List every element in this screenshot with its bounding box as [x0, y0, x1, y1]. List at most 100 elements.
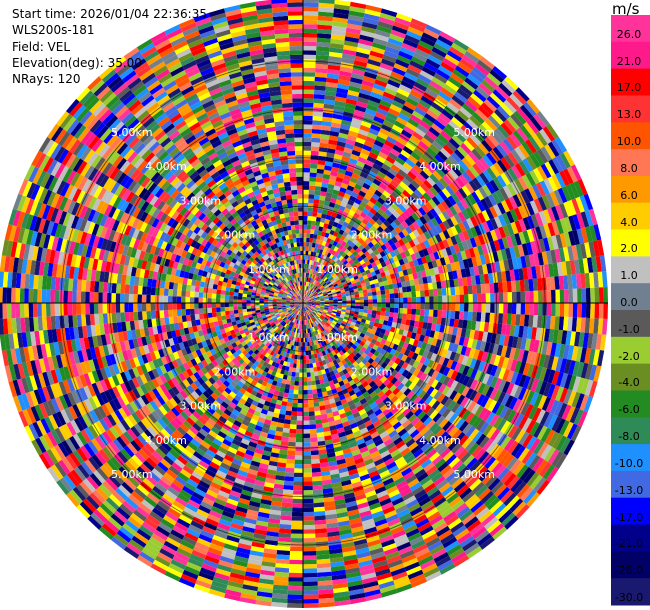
velocity-gate [477, 59, 493, 73]
velocity-gate [303, 511, 315, 517]
velocity-gate [351, 68, 365, 76]
velocity-gate [446, 287, 451, 296]
velocity-gate [338, 250, 345, 256]
velocity-gate [314, 76, 327, 82]
velocity-gate [429, 303, 434, 310]
velocity-gate [450, 295, 456, 303]
velocity-gate [529, 290, 534, 303]
velocity-gate [324, 251, 329, 257]
velocity-gate [326, 73, 340, 80]
velocity-gate [314, 225, 320, 231]
velocity-gate [303, 45, 317, 51]
velocity-gate [340, 215, 347, 222]
velocity-gate [454, 149, 465, 161]
velocity-gate [350, 216, 358, 223]
velocity-gate [390, 148, 401, 157]
velocity-gate [316, 168, 325, 174]
velocity-gate [512, 90, 527, 105]
velocity-gate [437, 295, 443, 303]
velocity-gate [328, 264, 334, 270]
velocity-gate [358, 38, 373, 47]
velocity-gate [292, 367, 297, 373]
velocity-gate [409, 89, 423, 100]
velocity-gate [489, 283, 495, 294]
velocity-gate [498, 313, 504, 324]
velocity-gate [308, 277, 312, 283]
velocity-gate [411, 56, 426, 67]
velocity-gate [459, 286, 464, 295]
velocity-gate [379, 167, 389, 176]
velocity-gate [303, 551, 317, 556]
velocity-gate [303, 385, 308, 391]
velocity-gate [448, 120, 461, 132]
velocity-gate [326, 273, 331, 279]
velocity-gate [331, 193, 338, 200]
velocity-gate [318, 258, 323, 264]
velocity-gate [305, 286, 308, 291]
velocity-gate [410, 18, 428, 29]
velocity-gate [362, 208, 370, 215]
velocity-gate [288, 433, 297, 438]
velocity-gate [310, 437, 318, 443]
velocity-gate [311, 260, 315, 266]
velocity-gate [304, 290, 307, 295]
velocity-gate [310, 278, 314, 284]
velocity-gate [309, 176, 317, 182]
velocity-gate [394, 120, 406, 130]
velocity-gate [405, 68, 420, 78]
velocity-gate [393, 21, 410, 31]
velocity-gate [336, 141, 346, 148]
velocity-gate [303, 120, 313, 125]
velocity-gate [428, 309, 434, 317]
velocity-gate [498, 282, 504, 293]
velocity-gate [451, 134, 464, 146]
velocity-gate [351, 172, 360, 180]
velocity-gate [498, 292, 504, 303]
velocity-gate [311, 463, 321, 469]
velocity-gate [495, 86, 510, 100]
velocity-gate [291, 516, 303, 521]
velocity-gate [468, 303, 473, 312]
velocity-gate [321, 231, 326, 237]
velocity-gate [381, 212, 390, 220]
velocity-gate [385, 198, 394, 206]
velocity-gate [288, 572, 303, 578]
velocity-gate [384, 87, 397, 96]
velocity-gate [307, 381, 312, 386]
velocity-gate [446, 102, 460, 114]
velocity-gate [349, 176, 358, 184]
velocity-gate [371, 291, 377, 296]
velocity-gate [321, 121, 332, 127]
velocity-gate [362, 17, 379, 26]
velocity-gate [367, 309, 373, 314]
velocity-gate [393, 288, 399, 294]
velocity-gate [323, 169, 332, 176]
velocity-gate [353, 168, 362, 176]
velocity-gate [364, 108, 377, 116]
velocity-gate [317, 28, 332, 35]
velocity-gate [318, 2, 335, 9]
velocity-gate [329, 175, 337, 181]
velocity-gate [311, 274, 314, 279]
velocity-gate [299, 363, 303, 369]
velocity-gate [312, 207, 318, 213]
velocity-gate [348, 220, 356, 227]
velocity-gate [331, 225, 337, 232]
velocity-gate [338, 229, 345, 236]
velocity-gate [408, 154, 419, 165]
velocity-gate [326, 262, 332, 268]
velocity-gate [355, 235, 362, 242]
velocity-gate [440, 147, 451, 159]
velocity-gate [298, 385, 303, 391]
velocity-gate [307, 259, 310, 265]
velocity-gate [507, 292, 513, 303]
velocity-gate [382, 143, 393, 153]
velocity-gate [333, 251, 339, 258]
velocity-gate [402, 76, 416, 86]
velocity-gate [306, 281, 309, 287]
velocity-gate [444, 158, 456, 169]
velocity-gate [303, 472, 313, 478]
velocity-gate [303, 0, 319, 3]
velocity-gate [307, 255, 311, 260]
velocity-gate [306, 268, 309, 273]
